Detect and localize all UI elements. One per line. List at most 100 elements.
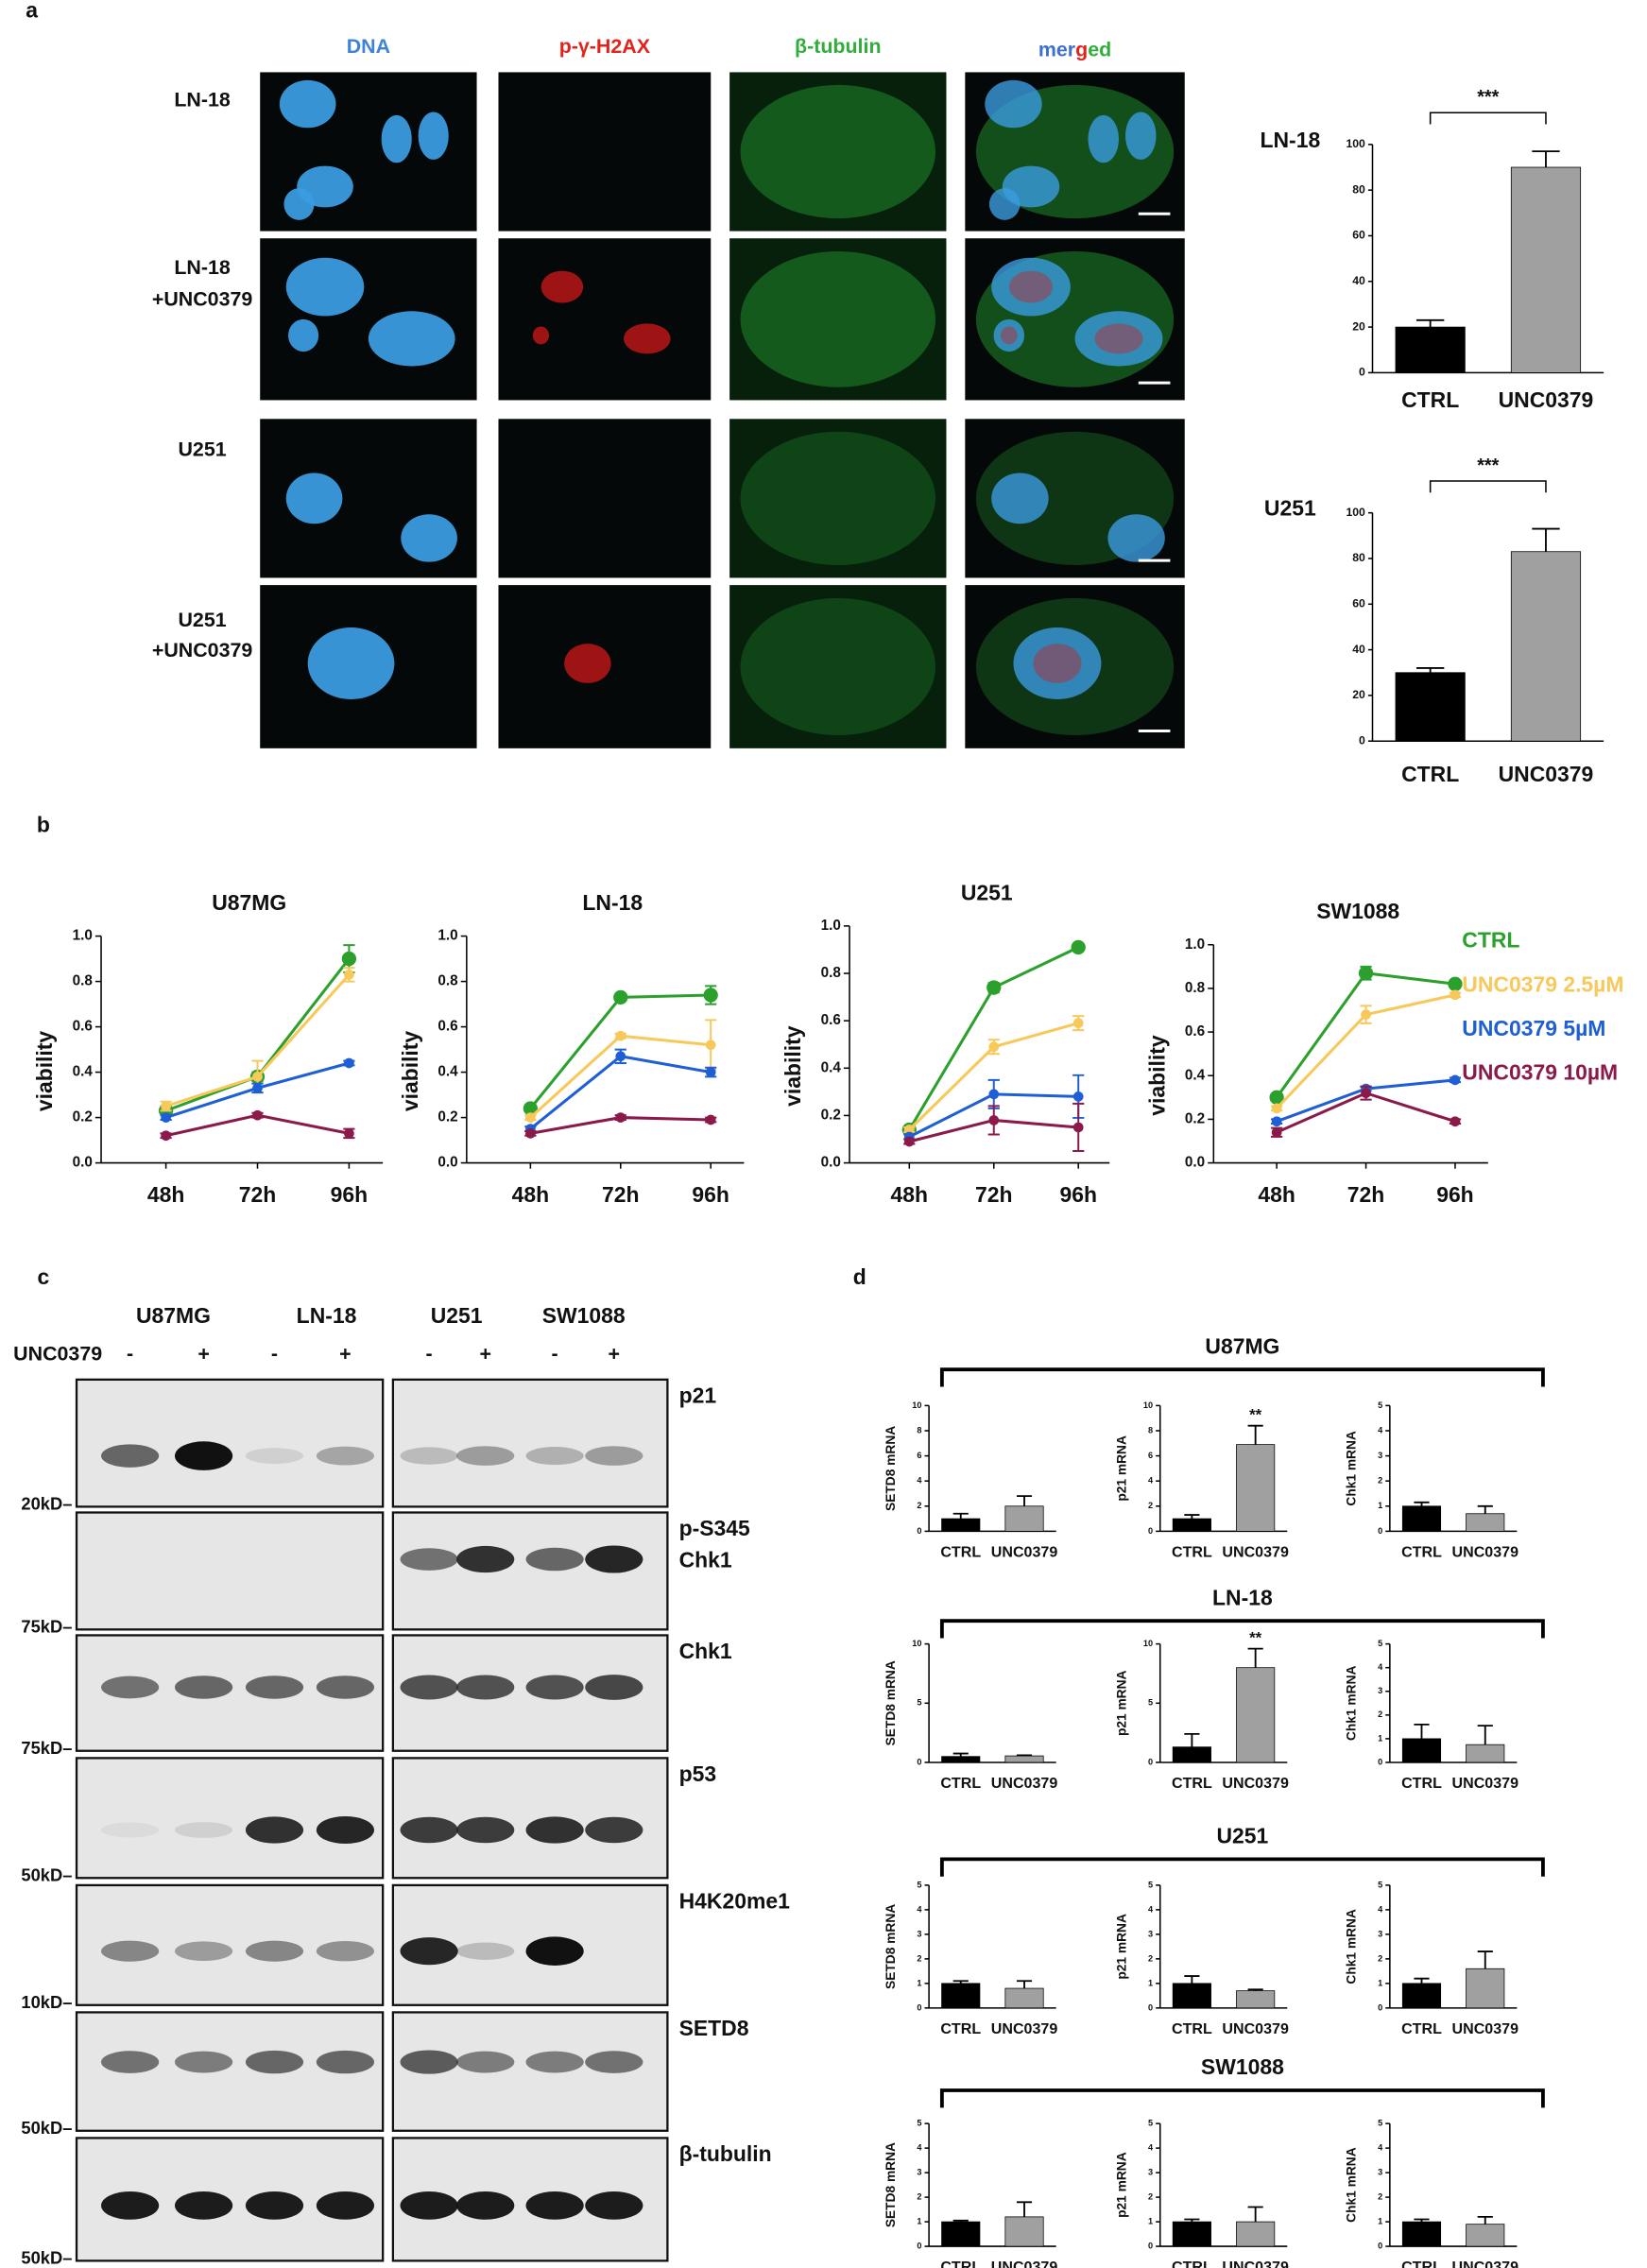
nucleus	[1124, 112, 1157, 160]
bar	[1172, 2221, 1211, 2247]
blot-band	[400, 1816, 458, 1844]
micrograph	[498, 238, 712, 401]
error-bar	[1184, 1732, 1200, 1747]
y-tick-label: 4	[917, 1476, 922, 1486]
error-bar	[952, 1980, 969, 1984]
point	[161, 1130, 171, 1142]
bar	[1236, 1444, 1276, 1532]
bar	[1004, 1987, 1044, 2009]
x-tick-label: 72h	[975, 1182, 1013, 1207]
significance-bracket	[1429, 480, 1547, 493]
y-tick-label: 0.6	[821, 1012, 841, 1028]
cell-tubulin	[740, 431, 935, 566]
y-tick-label: 2	[1378, 2192, 1382, 2202]
y-tick-label: 1	[917, 2217, 921, 2226]
y-tick-label: 5	[1378, 1639, 1382, 1648]
y-tick-label: 0	[1378, 1757, 1382, 1766]
blot-band	[525, 1447, 584, 1466]
bar	[1236, 1667, 1276, 1763]
lane-sign: +	[197, 1343, 210, 1366]
blot-band	[525, 1816, 584, 1844]
blot-band	[175, 2191, 233, 2220]
y-tick-label: 40	[1352, 643, 1365, 656]
y-tick-label: 0.0	[1185, 1155, 1205, 1171]
y-tick-label: 1.0	[1185, 936, 1205, 953]
x-tick-label: UNC0379	[1452, 1544, 1519, 1561]
nucleus	[985, 79, 1042, 129]
group-bracket	[939, 1619, 1545, 1639]
blot-band	[245, 1940, 304, 1962]
group-bracket	[939, 1857, 1545, 1877]
nucleus	[283, 188, 315, 220]
error-bar	[1414, 2218, 1430, 2223]
x-tick-label: 96h	[331, 1182, 369, 1207]
error-bar	[1477, 1950, 1493, 1969]
blot-band	[585, 1545, 643, 1573]
foci	[1094, 323, 1143, 354]
point	[1361, 1088, 1371, 1099]
y-axis-label: Chk1 mRNA	[1345, 1666, 1359, 1742]
nucleus	[368, 311, 455, 367]
nucleus	[1013, 627, 1102, 700]
y-tick-label: 5	[1378, 1400, 1382, 1410]
column-header: p-γ-H2AX	[559, 35, 651, 58]
micrograph	[729, 419, 947, 578]
point	[705, 1067, 716, 1077]
nucleus	[418, 112, 449, 160]
bar	[1466, 1513, 1505, 1532]
y-tick-label: 5	[1148, 1698, 1153, 1708]
group-bracket	[939, 2088, 1545, 2108]
y-tick-label: 0	[917, 1526, 921, 1536]
blot-band	[316, 1446, 374, 1466]
y-tick-label: 0	[917, 1757, 921, 1766]
micrograph	[729, 585, 947, 748]
legend-entry: UNC0379 2.5µM	[1462, 971, 1623, 996]
y-axis-label: Chk1 mRNA	[1345, 2147, 1359, 2223]
error-bar	[952, 1512, 969, 1520]
y-tick-label: 0.8	[1185, 980, 1206, 996]
x-tick-label: UNC0379	[1222, 1544, 1289, 1561]
y-axis-label: p21 mRNA	[1115, 2152, 1129, 2218]
point	[341, 951, 357, 967]
lane-sign: -	[552, 1343, 558, 1366]
y-tick-label: 0	[1148, 2002, 1153, 2012]
point	[161, 1101, 171, 1111]
nucleus	[285, 472, 343, 524]
error-bar	[1184, 2218, 1200, 2223]
y-tick-label: 2	[1378, 1953, 1382, 1963]
panel-label: b	[37, 812, 50, 836]
x-tick-label: CTRL	[1401, 2020, 1442, 2037]
protein-label: p53	[679, 1761, 717, 1786]
row-label: U251	[178, 609, 226, 631]
foci	[564, 644, 611, 683]
blot-band	[585, 2191, 643, 2220]
blot-band	[245, 1448, 304, 1464]
bar	[941, 1983, 981, 2009]
x-tick-label: CTRL	[1172, 2259, 1212, 2268]
bar	[1395, 672, 1466, 742]
y-tick-label: 4	[1378, 1425, 1383, 1435]
point	[344, 970, 354, 980]
y-axis-label: p21 mRNA	[1115, 1670, 1129, 1736]
chart-title: LN-18	[582, 890, 643, 915]
point	[344, 1057, 354, 1069]
blot-band	[175, 1941, 233, 1962]
annotation: **	[1249, 1628, 1262, 1646]
bar	[1172, 1518, 1211, 1532]
x-tick-label: UNC0379	[1452, 2020, 1519, 2037]
y-tick-label: 2	[1148, 1501, 1153, 1510]
x-tick-label: CTRL	[1401, 2259, 1442, 2268]
point	[1269, 1090, 1284, 1105]
blot-band	[456, 2051, 515, 2073]
blot-band	[245, 1675, 304, 1699]
x-tick-label: UNC0379	[1499, 762, 1594, 786]
y-tick-label: 1.0	[437, 928, 457, 944]
row-label: LN-18	[174, 89, 231, 112]
nucleus	[993, 318, 1025, 352]
group-title: U87MG	[1205, 1333, 1279, 1358]
y-tick-label: 1.0	[821, 918, 841, 934]
y-axis-label: p21 mRNA	[1115, 1914, 1129, 1980]
point	[523, 1101, 539, 1116]
y-tick-label: 100	[1346, 506, 1365, 519]
protein-label: Chk1	[679, 1548, 732, 1572]
